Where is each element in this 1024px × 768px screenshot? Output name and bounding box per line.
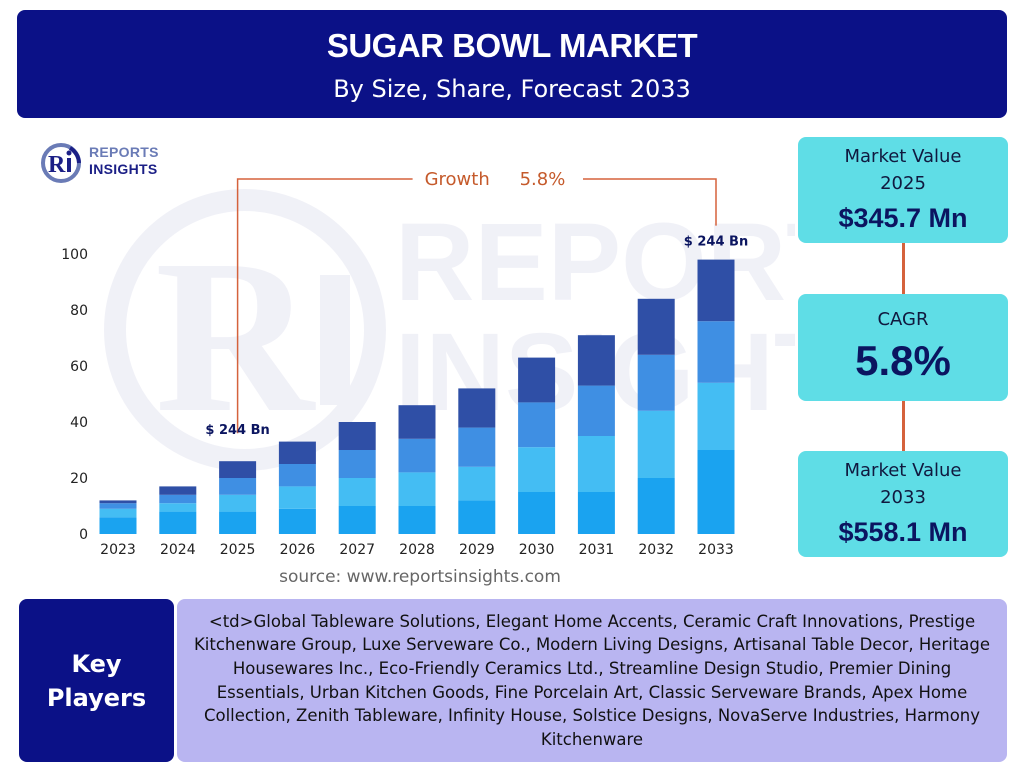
- bar-segment: [338, 478, 376, 506]
- bar-segment: [338, 450, 376, 478]
- bar-segment: [219, 494, 257, 512]
- bar-segment: [458, 466, 496, 501]
- bar-segment: [159, 494, 197, 504]
- bar-segment: [637, 410, 675, 478]
- y-tick-label: 60: [70, 359, 88, 375]
- bar-segment: [99, 508, 137, 518]
- key-players-label-line2: Players: [46, 683, 147, 712]
- x-tick-label: 2023: [100, 542, 136, 558]
- y-tick-label: 80: [70, 303, 88, 319]
- start-value-label: $ 244 Bn: [205, 423, 269, 438]
- y-tick-label: 20: [70, 471, 88, 487]
- market-value-2033-label: Market Value: [844, 460, 962, 481]
- bar-segment: [278, 464, 316, 487]
- source-note: source: www.reportsinsights.com: [279, 567, 561, 587]
- bar-segment: [219, 478, 257, 495]
- header-banner: SUGAR BOWL MARKET By Size, Share, Foreca…: [17, 10, 1007, 118]
- bar-segment: [577, 436, 615, 492]
- y-tick-label: 100: [61, 247, 88, 263]
- x-tick-label: 2028: [399, 542, 435, 558]
- market-value-2025: $345.7 Mn: [838, 203, 968, 233]
- growth-label: Growth: [425, 169, 490, 190]
- bar-segment: [99, 500, 137, 504]
- bar-segment: [697, 259, 735, 322]
- bar-segment: [518, 402, 556, 448]
- x-tick-label: 2026: [280, 542, 316, 558]
- bar-segment: [518, 447, 556, 492]
- key-players-label-line1: Key: [71, 649, 122, 678]
- key-players-heading: Key Players: [19, 599, 174, 762]
- end-value-label: $ 244 Bn: [684, 235, 748, 250]
- x-tick-label: 2033: [698, 542, 734, 558]
- bar-segment: [637, 354, 675, 411]
- bar-segment: [398, 438, 436, 473]
- bar-segment: [338, 422, 376, 450]
- bar-segment: [458, 500, 496, 534]
- x-tick-label: 2029: [459, 542, 495, 558]
- market-value-2033-box: Market Value 2033 $558.1 Mn: [798, 451, 1008, 557]
- bar-segment: [398, 506, 436, 534]
- bar-segment: [99, 503, 137, 509]
- bar-segment: [219, 511, 257, 534]
- bar-segment: [398, 472, 436, 506]
- bar-segment: [99, 517, 137, 534]
- x-tick-label: 2027: [339, 542, 375, 558]
- reports-insights-logo: R REPORTS INSIGHTS: [40, 142, 200, 184]
- bar-segment: [278, 486, 316, 509]
- growth-value: 5.8%: [520, 169, 566, 190]
- bar-segment: [637, 478, 675, 534]
- bar-segment: [278, 508, 316, 534]
- bar-segment: [518, 492, 556, 534]
- market-size-chart: 0 20 40 60 80 100 2023 2024 2025 2026 2027 2028 2029…: [61, 169, 748, 558]
- bar-segment: [219, 461, 257, 478]
- x-tick-label: 2025: [220, 542, 256, 558]
- logo-text-insights: INSIGHTS: [89, 161, 158, 177]
- bar-segment: [159, 503, 197, 512]
- bar-segment: [458, 388, 496, 428]
- bar-segment: [697, 382, 735, 450]
- bar-segment: [577, 492, 615, 534]
- x-tick-label: 2030: [519, 542, 555, 558]
- market-value-2025-year: 2025: [880, 173, 926, 194]
- page-subtitle: By Size, Share, Forecast 2033: [333, 75, 691, 103]
- x-tick-label: 2032: [638, 542, 674, 558]
- market-value-2025-box: Market Value 2025 $345.7 Mn: [798, 137, 1008, 243]
- svg-text:R: R: [48, 152, 66, 178]
- y-tick-label: 40: [70, 415, 88, 431]
- logo-mark-icon: R: [41, 143, 81, 183]
- growth-line-right: [583, 178, 717, 226]
- connector-line: [902, 401, 905, 451]
- bar-segment: [697, 321, 735, 383]
- connector-line: [902, 243, 905, 294]
- cagr-box: CAGR 5.8%: [798, 294, 1008, 401]
- market-value-2033-year: 2033: [880, 487, 926, 508]
- cagr-value: 5.8%: [855, 337, 951, 384]
- market-value-2025-label: Market Value: [844, 146, 962, 167]
- key-players-list: <td>Global Tableware Solutions, Elegant …: [177, 599, 1007, 762]
- market-value-2033: $558.1 Mn: [838, 517, 968, 547]
- y-tick-label: 0: [79, 527, 88, 543]
- cagr-label: CAGR: [877, 309, 929, 330]
- growth-line-left: [236, 178, 413, 434]
- bar-segment: [518, 357, 556, 403]
- bar-segment: [697, 450, 735, 534]
- bar-segment: [398, 405, 436, 439]
- x-tick-label: 2024: [160, 542, 196, 558]
- x-tick-label: 2031: [579, 542, 615, 558]
- bar-segment: [278, 441, 316, 464]
- logo-text-reports: REPORTS: [89, 144, 159, 160]
- page-title: SUGAR BOWL MARKET: [326, 27, 698, 64]
- bar-segment: [159, 511, 197, 534]
- bar-segment: [577, 335, 615, 386]
- bar-segment: [458, 427, 496, 467]
- bar-segment: [338, 506, 376, 534]
- bar-segment: [637, 298, 675, 355]
- bar-segment: [159, 486, 197, 495]
- bar-segment: [577, 385, 615, 436]
- key-players-text: <td>Global Tableware Solutions, Elegant …: [193, 611, 991, 749]
